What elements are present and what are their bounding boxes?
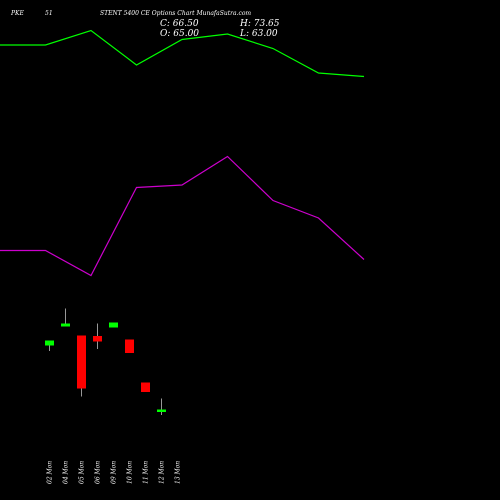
x-tick-label: 06 Mon [95, 461, 102, 484]
high-value: H: 73.65 [240, 19, 280, 29]
header-left: PKE [11, 10, 24, 17]
x-tick-label: 13 Mon [175, 461, 182, 484]
bear-candle [141, 382, 150, 392]
x-tick-label: 10 Mon [127, 461, 134, 484]
bull-candle [157, 409, 166, 412]
lower-band-line [0, 155, 365, 277]
header-mid: 51 [45, 10, 53, 17]
bull-candle [45, 340, 54, 346]
bear-candle [77, 335, 86, 389]
x-tick-label: 12 Mon [159, 461, 166, 484]
x-tick-label: 11 Mon [143, 461, 150, 484]
upper-band-line [0, 29, 365, 78]
bull-candle [61, 323, 70, 327]
bands-layer [0, 29, 365, 277]
low-value: L: 63.00 [240, 29, 278, 39]
x-tick-label: 02 Mon [47, 461, 54, 484]
x-tick-label: 09 Mon [111, 461, 118, 484]
chart-title: STENT 5400 CE Options Chart MunafaSutra.… [100, 10, 252, 17]
bear-candle [125, 339, 134, 353]
close-value: C: 66.50 [160, 19, 199, 29]
candles-layer [45, 308, 166, 415]
x-tick-label: 05 Mon [79, 461, 86, 484]
bull-candle [109, 322, 118, 328]
bear-candle [93, 336, 102, 342]
open-value: O: 65.00 [160, 29, 200, 39]
x-tick-label: 04 Mon [63, 461, 70, 484]
x-axis-labels: 02 Mon 04 Mon 05 Mon 06 Mon 09 Mon 10 Mon 11 M… [47, 461, 182, 484]
